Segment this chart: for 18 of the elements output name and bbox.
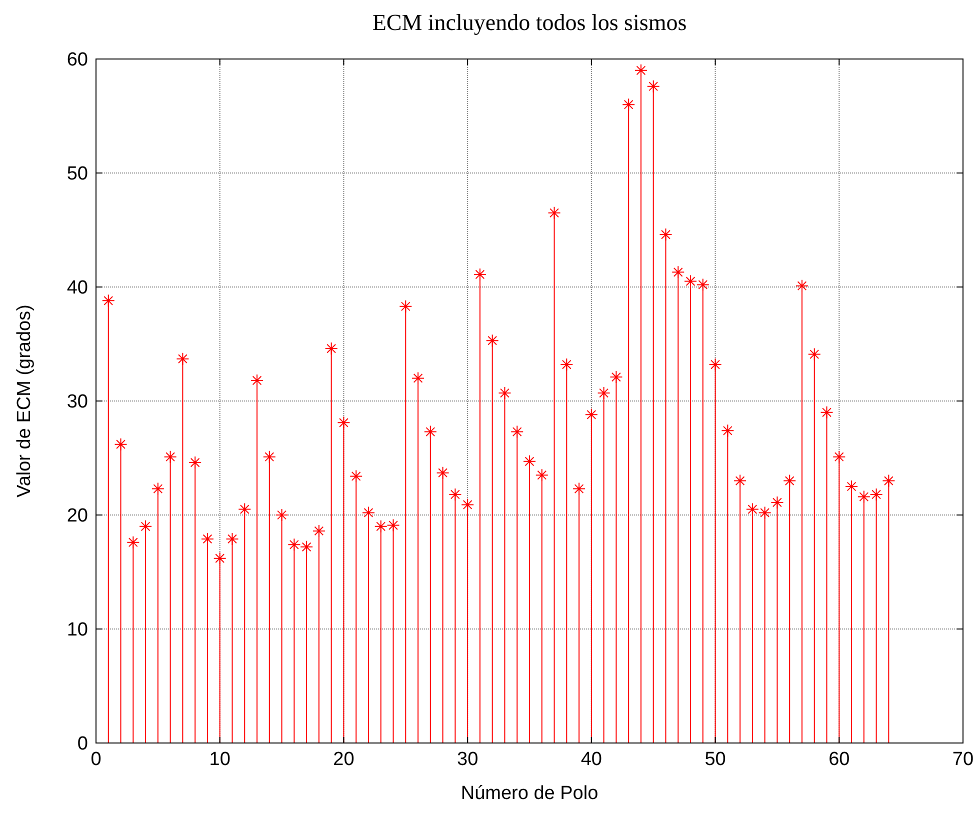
x-tick-label: 60 (828, 749, 850, 770)
y-tick-label: 50 (66, 164, 88, 185)
x-tick-label: 30 (457, 749, 478, 770)
x-tick-label: 10 (209, 749, 230, 770)
y-axis-title: Valor de ECM (grados) (14, 304, 35, 498)
x-tick-label: 50 (704, 749, 726, 770)
y-tick-label: 40 (66, 278, 88, 299)
y-tick-label: 60 (66, 50, 88, 71)
y-tick-label: 20 (66, 506, 88, 527)
y-tick-label: 30 (66, 392, 88, 413)
y-tick-label: 0 (77, 734, 88, 755)
x-tick-label: 70 (952, 749, 974, 770)
x-tick-label: 20 (333, 749, 354, 770)
x-axis-title: Número de Polo (460, 783, 598, 804)
chart-title: ECM incluyendo todos los sismos (372, 10, 687, 35)
y-tick-label: 10 (66, 620, 88, 641)
x-tick-label: 40 (580, 749, 602, 770)
x-tick-label: 0 (90, 749, 102, 770)
